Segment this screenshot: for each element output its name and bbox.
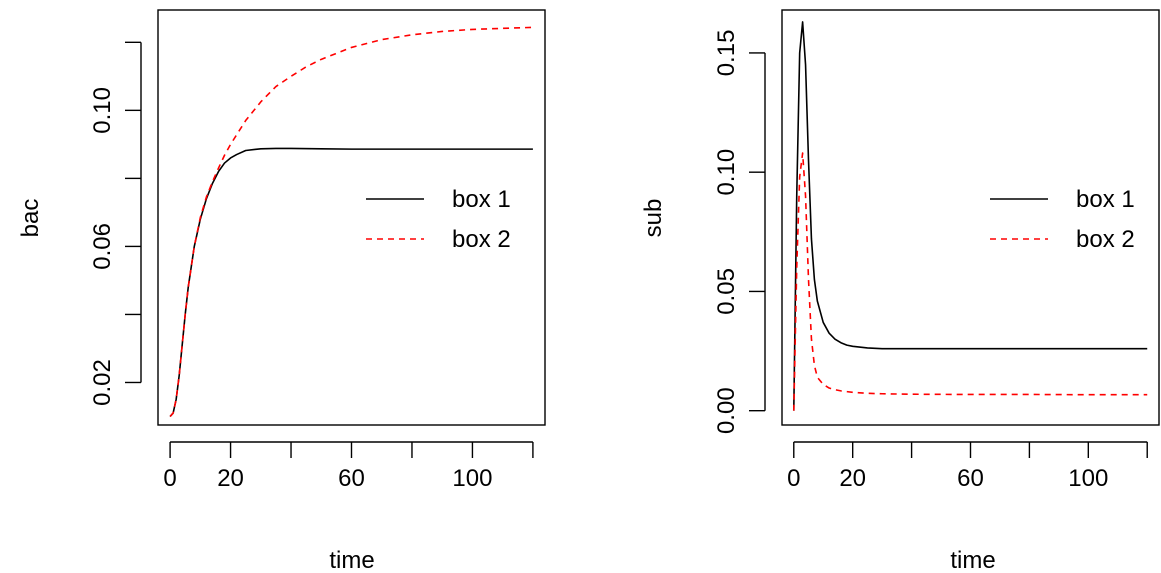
legend-label-1: box 1 bbox=[1076, 186, 1135, 213]
x-tick-label: 20 bbox=[217, 465, 244, 492]
plot-frame bbox=[157, 9, 546, 426]
plot-frame bbox=[781, 9, 1160, 426]
y-tick-label: 0.15 bbox=[713, 30, 740, 77]
x-tick-label: 60 bbox=[957, 465, 984, 492]
y-tick-label: 0.10 bbox=[713, 149, 740, 196]
series-line-1 bbox=[169, 147, 533, 418]
x-tick-label: 0 bbox=[787, 465, 800, 492]
y-axis-label: sub bbox=[640, 199, 667, 238]
legend-label-1: box 1 bbox=[452, 186, 511, 213]
legend: box 1 box 2 bbox=[366, 186, 511, 253]
legend: box 1 box 2 bbox=[990, 186, 1135, 253]
x-tick-label: 20 bbox=[839, 465, 866, 492]
series-line-2 bbox=[169, 26, 533, 418]
x-tick-label: 100 bbox=[452, 465, 492, 492]
x-tick-label: 100 bbox=[1068, 465, 1108, 492]
bac-panel: 0 20 60 100 time 0.02 0.06 0.10 bac box 1 box 2 bbox=[17, 9, 546, 573]
x-axis-label: time bbox=[329, 547, 374, 573]
y-tick-label: 0.02 bbox=[89, 359, 116, 406]
y-tick-label: 0.10 bbox=[89, 87, 116, 134]
x-tick-label: 60 bbox=[338, 465, 365, 492]
series-line-1 bbox=[792, 21, 1148, 411]
y-tick-label: 0.06 bbox=[89, 223, 116, 270]
legend-label-2: box 2 bbox=[452, 226, 511, 253]
legend-label-2: box 2 bbox=[1076, 226, 1135, 253]
y-tick-label: 0.00 bbox=[713, 387, 740, 434]
y-axis-label: bac bbox=[17, 199, 44, 238]
x-tick-label: 0 bbox=[163, 465, 176, 492]
y-tick-label: 0.05 bbox=[713, 268, 740, 315]
x-axis-label: time bbox=[950, 547, 995, 573]
series-line-2 bbox=[792, 152, 1148, 411]
